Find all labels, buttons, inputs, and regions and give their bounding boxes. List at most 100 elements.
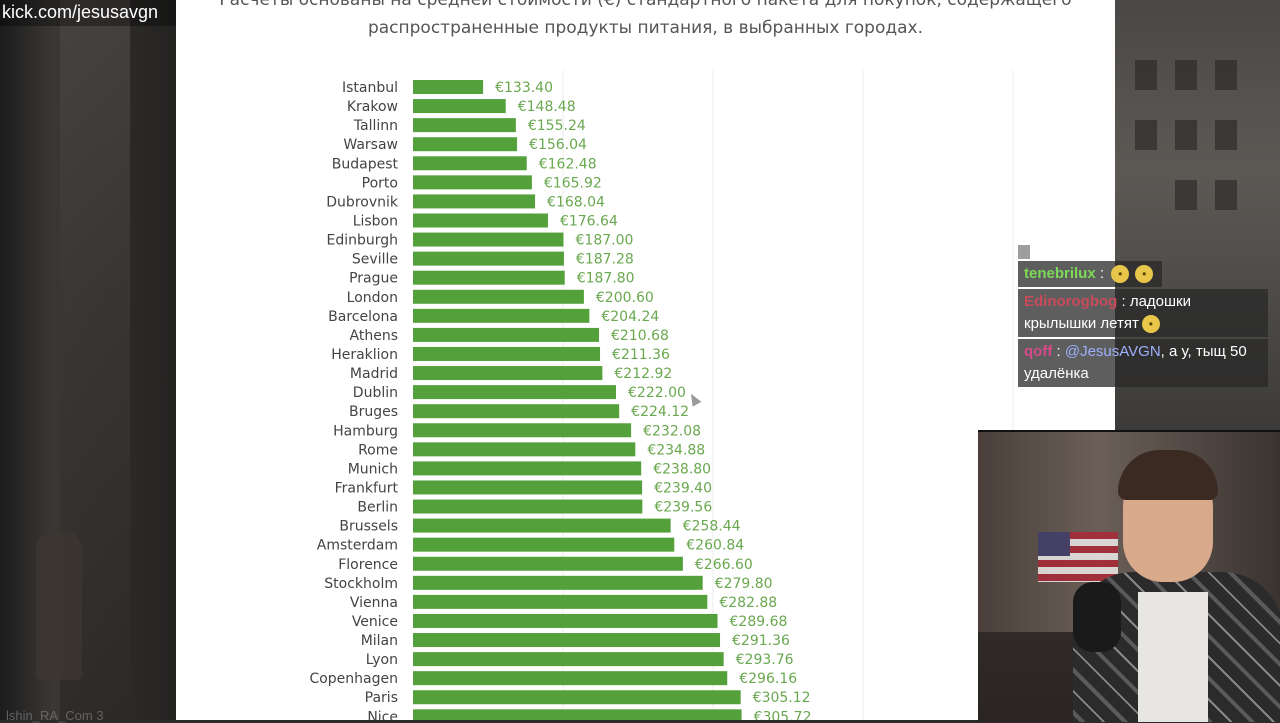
- streamer-hair: [1118, 450, 1218, 500]
- city-label: Hamburg: [333, 423, 398, 439]
- city-label: Bruges: [349, 404, 398, 420]
- city-label: London: [347, 290, 398, 306]
- background-window: [1175, 120, 1197, 150]
- data-label: €266.60: [695, 557, 753, 573]
- chat-message: Edinorogbog : ладошки крылышки летят •: [1018, 289, 1268, 337]
- bar: [413, 480, 643, 495]
- data-label: €148.48: [518, 99, 576, 115]
- chat-separator: :: [1052, 343, 1061, 360]
- city-label: Dublin: [353, 385, 398, 401]
- bar: [413, 80, 484, 94]
- city-label: Lisbon: [353, 213, 398, 229]
- bar: [413, 270, 565, 285]
- data-label: €187.28: [576, 252, 634, 268]
- data-label: €291.36: [732, 633, 790, 649]
- data-label: €133.40: [495, 80, 553, 96]
- data-label: €204.24: [601, 309, 659, 325]
- city-label: Seville: [352, 252, 398, 268]
- stream-background-left: lshin_RA_Com 3: [0, 0, 176, 723]
- bar: [413, 327, 600, 342]
- chat-username[interactable]: Edinorogbog: [1024, 293, 1118, 310]
- data-label: €224.12: [631, 404, 689, 420]
- city-label: Brussels: [339, 519, 398, 535]
- streamer-shirt: [1138, 592, 1208, 722]
- bar: [413, 385, 616, 400]
- bar: [413, 213, 548, 228]
- bar: [413, 175, 532, 190]
- bar: [413, 709, 742, 720]
- data-label: €234.88: [647, 442, 705, 458]
- data-label: €168.04: [547, 194, 605, 210]
- city-label: Warsaw: [343, 137, 398, 153]
- city-label: Stockholm: [324, 576, 398, 592]
- chat-message: qoff : @JesusAVGN, а у, тыщ 50 удалёнка: [1018, 339, 1268, 387]
- subtitle-line-2: распространенные продукты питания, в выб…: [367, 18, 924, 38]
- background-window: [1215, 60, 1237, 90]
- bar: [413, 156, 527, 171]
- bar: [413, 594, 708, 609]
- city-label: Tallinn: [353, 118, 398, 134]
- data-label: €305.72: [754, 709, 812, 720]
- data-label: €279.80: [715, 576, 773, 592]
- city-label: Copenhagen: [309, 671, 398, 687]
- city-label: Istanbul: [342, 80, 398, 96]
- bar: [413, 99, 506, 114]
- background-figure: [36, 530, 82, 680]
- data-label: €212.92: [614, 366, 672, 382]
- background-window: [1215, 120, 1237, 150]
- bar: [413, 499, 643, 514]
- background-window: [1135, 120, 1157, 150]
- data-label: €239.40: [654, 480, 712, 496]
- data-label: €210.68: [611, 328, 669, 344]
- bar: [413, 404, 620, 419]
- emote-icon: •: [1135, 265, 1154, 284]
- bar: [413, 556, 683, 571]
- bar: [413, 251, 564, 266]
- bar: [413, 194, 536, 209]
- bar: [413, 423, 632, 438]
- data-label: €176.64: [560, 213, 618, 229]
- data-label: €258.44: [683, 519, 741, 535]
- city-label: Milan: [361, 633, 398, 649]
- data-label: €155.24: [528, 118, 586, 134]
- data-label: €289.68: [730, 614, 788, 630]
- background-window: [1175, 60, 1197, 90]
- bar: [413, 652, 724, 667]
- city-label: Krakow: [347, 99, 398, 115]
- webcam-overlay: [978, 430, 1280, 722]
- bar: [413, 633, 721, 648]
- background-window: [1135, 60, 1157, 90]
- chat-text: , а у, тыщ 50 удалёнка: [1024, 343, 1247, 382]
- bar: [413, 461, 642, 476]
- data-label: €296.16: [739, 671, 797, 687]
- data-label: €293.76: [736, 652, 794, 668]
- data-label: €222.00: [628, 385, 686, 401]
- chat-text: ладошки крылышки летят: [1024, 293, 1191, 332]
- city-label: Amsterdam: [317, 538, 398, 554]
- chat-separator: :: [1117, 293, 1126, 310]
- background-window: [1175, 180, 1197, 210]
- city-label: Rome: [358, 442, 398, 458]
- data-label: €282.88: [719, 595, 777, 611]
- emote-icon: •: [1141, 315, 1160, 334]
- city-label: Florence: [338, 557, 398, 573]
- bar: [413, 613, 718, 628]
- bar: [413, 232, 564, 247]
- bar: [413, 308, 590, 323]
- chat-overlay: tenebrilux : • • Edinorogbog : ладошки кр…: [1018, 245, 1268, 389]
- bar: [413, 346, 601, 361]
- bar: [413, 575, 703, 590]
- background-caption: lshin_RA_Com 3: [6, 708, 104, 723]
- city-label: Barcelona: [328, 309, 398, 325]
- city-label: Prague: [349, 271, 398, 287]
- data-label: €187.80: [577, 271, 635, 287]
- bar: [413, 118, 516, 133]
- data-label: €211.36: [612, 347, 670, 363]
- city-label: Budapest: [332, 156, 399, 172]
- chat-username[interactable]: qoff: [1024, 343, 1053, 360]
- city-label: Madrid: [350, 366, 398, 382]
- data-label: €232.08: [643, 423, 701, 439]
- data-label: €305.12: [753, 690, 811, 706]
- chat-username[interactable]: tenebrilux: [1024, 265, 1096, 282]
- chat-mention[interactable]: @JesusAVGN: [1064, 343, 1161, 360]
